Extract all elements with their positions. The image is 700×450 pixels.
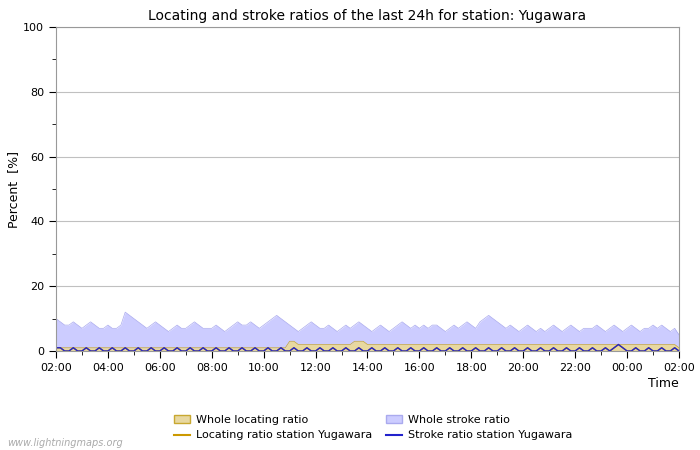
Legend: Whole locating ratio, Locating ratio station Yugawara, Whole stroke ratio, Strok: Whole locating ratio, Locating ratio sta… bbox=[174, 415, 572, 441]
Text: www.lightningmaps.org: www.lightningmaps.org bbox=[7, 438, 122, 448]
Y-axis label: Percent  [%]: Percent [%] bbox=[8, 150, 20, 228]
X-axis label: Time: Time bbox=[648, 377, 679, 390]
Title: Locating and stroke ratios of the last 24h for station: Yugawara: Locating and stroke ratios of the last 2… bbox=[148, 9, 587, 23]
